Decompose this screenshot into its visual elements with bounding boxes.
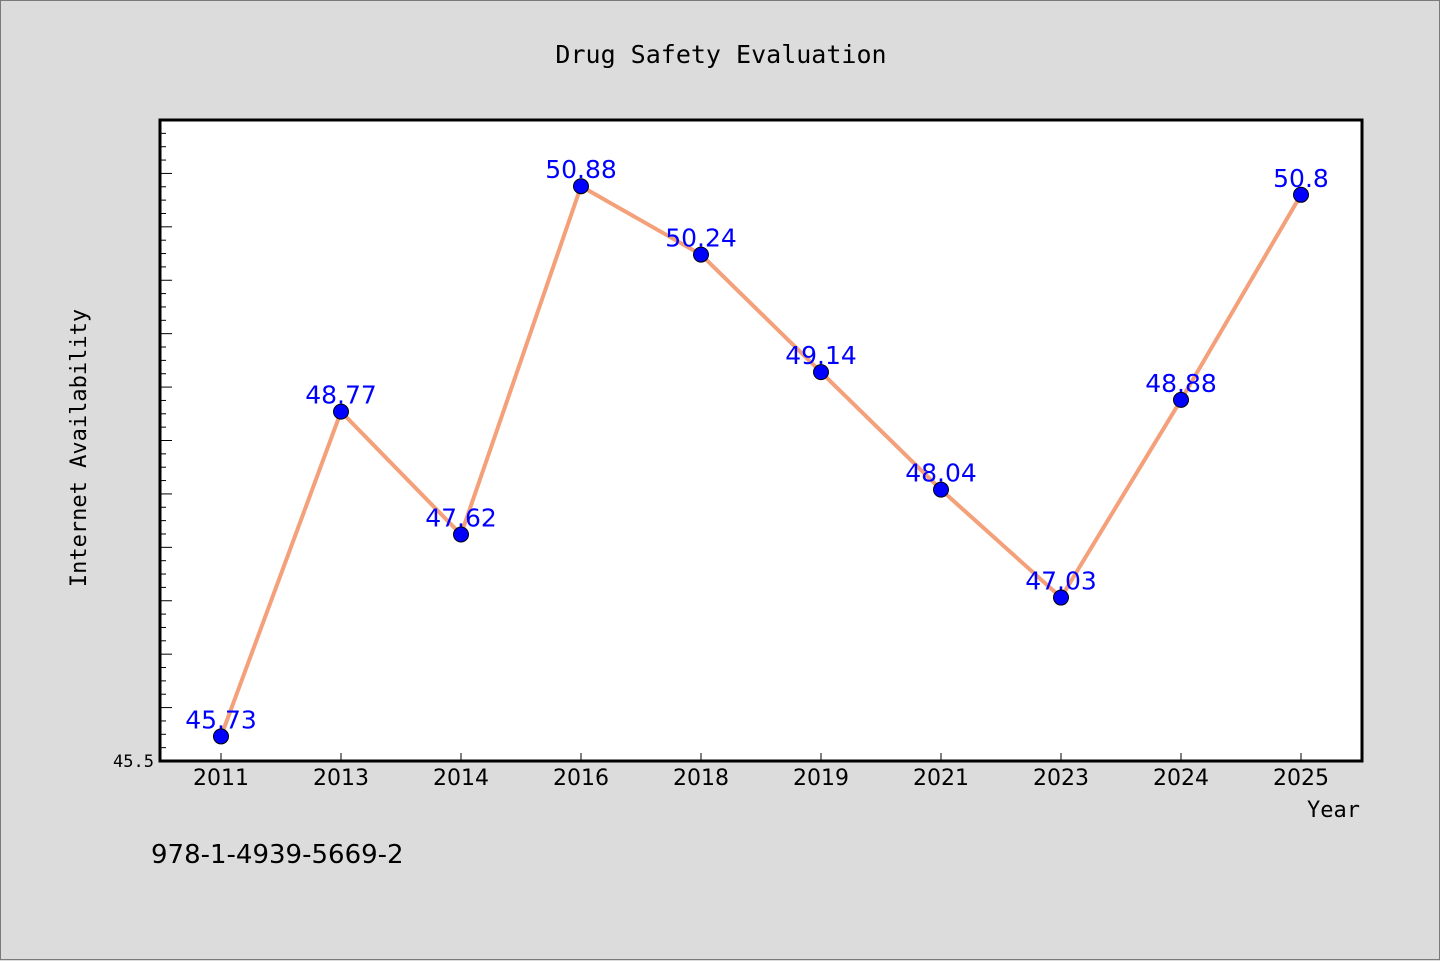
data-point-marker (1053, 589, 1069, 606)
data-label: 48.88 (1145, 369, 1217, 398)
data-label: 50.24 (665, 224, 737, 253)
series-line-group (219, 184, 1303, 738)
x-tick-label: 2024 (1153, 766, 1209, 791)
isbn-footer: 978-1-4939-5669-2 (151, 840, 404, 870)
x-tick-label: 2011 (193, 766, 249, 791)
data-point-marker (933, 481, 949, 498)
data-point-marker (813, 364, 829, 381)
x-axis-ticks (220, 753, 1302, 761)
data-label: 50.8 (1273, 164, 1329, 193)
x-tick-label: 2014 (433, 766, 489, 791)
y-axis-label: Internet Availability (67, 309, 92, 587)
data-label: 49.14 (785, 341, 857, 370)
series-line (219, 184, 1303, 738)
y-axis-min-label: 45.5 (113, 752, 154, 772)
plot-area (158, 118, 1364, 763)
x-tick-label: 2021 (913, 766, 969, 791)
data-label-group: 45.73 48.77 47.62 50.88 50.24 49.14 48.04 47.03… (185, 155, 1329, 734)
chart-title: Drug Safety Evaluation (555, 40, 886, 69)
y-axis-ticks (160, 119, 172, 749)
data-label: 48.04 (905, 459, 977, 488)
data-point-marker (1173, 391, 1189, 408)
data-point-marker (453, 526, 469, 543)
data-point-marker (213, 728, 229, 745)
marker-group (213, 178, 1309, 745)
data-label: 48.77 (305, 381, 377, 410)
x-tick-label: 2013 (313, 766, 369, 791)
data-label: 50.88 (545, 155, 617, 184)
x-tick-label: 2023 (1033, 766, 1089, 791)
x-tick-label: 2025 (1273, 766, 1329, 791)
x-axis-label: Year (1307, 798, 1360, 823)
x-axis-tick-labels: 2011 2013 2014 2016 2018 2019 2021 2023 2024 2025 (193, 766, 1329, 791)
data-point-marker (1293, 186, 1309, 203)
data-point-marker (693, 246, 709, 263)
data-point-marker (573, 178, 589, 195)
data-label: 47.03 (1025, 567, 1097, 596)
data-label: 45.73 (185, 705, 257, 734)
x-tick-label: 2019 (793, 766, 849, 791)
data-label: 47.62 (425, 504, 497, 533)
data-point-marker (333, 403, 349, 420)
x-tick-label: 2016 (553, 766, 609, 791)
x-tick-label: 2018 (673, 766, 729, 791)
